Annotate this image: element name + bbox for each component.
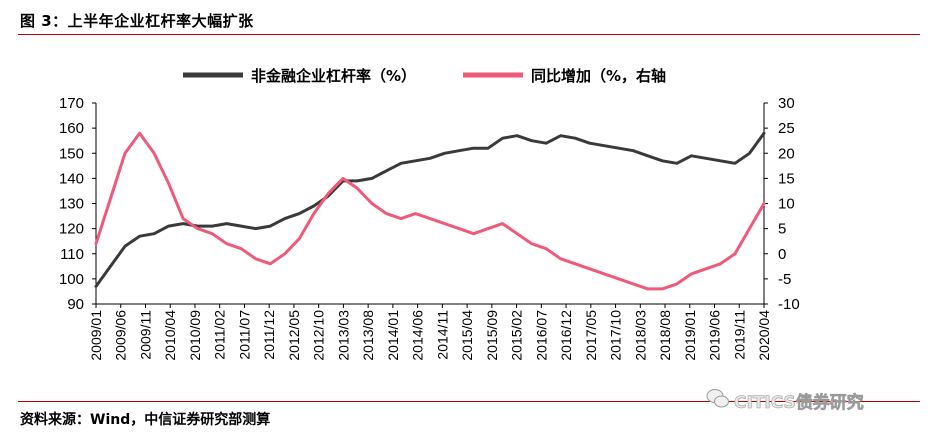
source-note: 资料来源：Wind，中信证券研究部测算 [20,412,271,428]
x-tick-label: 2014/11 [434,310,450,360]
y-right-tick-label: 30 [778,95,795,112]
y-right-tick-label: 0 [778,246,786,263]
x-tick-label: 2015/09 [484,310,500,361]
y-left-tick-label: 150 [59,145,84,162]
y-left-tick-label: 160 [59,120,84,137]
watermark-text: CITICS债券研究 [734,393,864,414]
x-tick-label: 2018/03 [632,310,648,361]
y-right-tick-label: 20 [778,145,795,162]
series-line-leverage [94,131,766,288]
x-tick-label: 2013/08 [360,310,376,361]
x-tick-label: 2012/10 [311,310,327,361]
y-left-tick-label: 120 [59,221,84,238]
x-tick-label: 2015/04 [459,310,475,361]
x-tick-label: 2016/07 [533,310,549,361]
x-tick-label: 2014/01 [385,310,401,361]
y-left-tick-label: 90 [67,296,84,313]
series-layer [94,131,766,291]
source-rule [18,401,920,402]
y-left-tick-label: 100 [59,271,84,288]
y-left-ticks: 170 160 150 140 130 120 110 100 90 [59,95,96,313]
legend: 非金融企业杠杆率（%） 同比增加（%，右轴 [183,67,666,85]
y-right-ticks: 30 25 20 15 10 5 0 -5 -10 [764,95,800,313]
x-tick-label: 2020/04 [756,310,772,361]
legend-label-growth: 同比增加（%，右轴 [531,67,666,85]
title-rule [18,34,920,35]
axes [95,103,765,305]
y-right-tick-label: 15 [778,170,795,187]
x-tick-label: 2019/11 [731,310,747,360]
x-tick-label: 2015/02 [509,310,525,361]
y-right-tick-label: 10 [778,196,795,213]
x-tick-label: 2018/08 [657,310,673,361]
y-right-tick-label: 5 [778,221,786,238]
x-tick-label: 2016/12 [558,310,574,361]
x-tick-label: 2011/02 [212,310,228,360]
y-right-tick-label: 25 [778,120,795,137]
x-tick-label: 2010/04 [162,310,178,361]
legend-label-leverage: 非金融企业杠杆率（%） [251,67,416,85]
x-tick-label: 2017/05 [583,310,599,361]
y-left-tick-label: 140 [59,170,84,187]
x-tick-label: 2009/06 [113,310,129,361]
x-tick-label: 2017/10 [608,310,624,361]
x-tick-label: 2010/09 [187,310,203,361]
x-tick-label: 2019/01 [682,310,698,361]
x-tick-label: 2009/11 [137,310,153,360]
y-left-tick-label: 130 [59,196,84,213]
y-left-tick-label: 110 [60,246,84,263]
x-tick-label: 2011/12 [261,310,277,360]
x-tick-label: 2013/03 [335,310,351,361]
x-tick-label: 2011/07 [236,310,252,360]
x-tick-label: 2019/06 [707,310,723,361]
y-left-tick-label: 170 [59,95,84,112]
x-tick-label: 2012/05 [286,310,302,361]
wechat-icon [706,389,729,408]
y-right-tick-label: -5 [778,271,791,288]
x-ticks: 2009/01 2009/06 2009/11 2010/04 2010/09 2011/… [88,304,772,361]
x-tick-label: 2009/01 [88,310,104,361]
series-line-growth [94,131,766,291]
x-tick-label: 2014/06 [410,310,426,361]
y-right-tick-label: -10 [778,296,800,313]
figure-title: 图 3：上半年企业杠杆率大幅扩张 [20,12,254,30]
